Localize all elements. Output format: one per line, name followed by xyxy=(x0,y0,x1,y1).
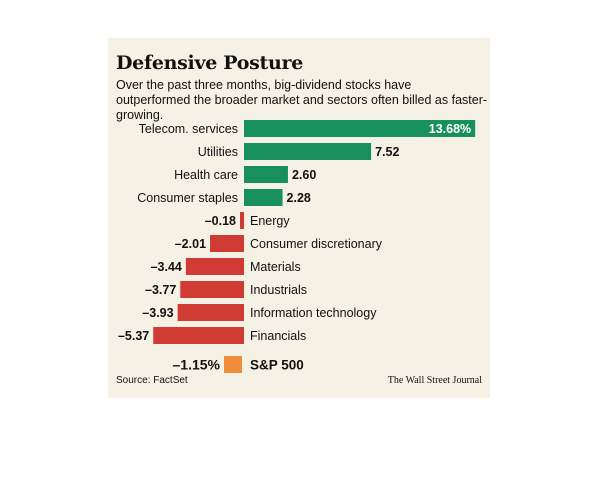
category-label: Industrials xyxy=(250,283,307,297)
bar-2 xyxy=(244,166,288,183)
category-label: Consumer discretionary xyxy=(250,237,383,251)
chart-title: Defensive Posture xyxy=(116,52,304,74)
bar-3 xyxy=(244,189,283,206)
bar-7 xyxy=(180,281,244,298)
publication-credit: The Wall Street Journal xyxy=(387,375,482,386)
value-label: –3.77 xyxy=(145,283,176,297)
source-note: Source: FactSet xyxy=(116,375,188,386)
bar-4 xyxy=(240,212,244,229)
bar-chart: Telecom. services 13.68% Utilities 7.52 Heal… xyxy=(118,120,476,373)
category-label: Utilities xyxy=(198,145,238,159)
chart-panel: Defensive Posture Over the past three mo… xyxy=(108,38,490,398)
category-label: Consumer staples xyxy=(137,191,238,205)
category-label: Telecom. services xyxy=(139,122,238,136)
bar-5 xyxy=(210,235,244,252)
category-label: Energy xyxy=(250,214,290,228)
bar-9 xyxy=(153,327,244,344)
value-label: –3.44 xyxy=(151,260,182,274)
bar-0 xyxy=(244,120,476,137)
category-label: Materials xyxy=(250,260,301,274)
category-label: Information technology xyxy=(250,306,377,320)
chart-subtitle: Over the past three months, big-dividend… xyxy=(116,78,488,122)
value-label: –3.93 xyxy=(142,306,173,320)
bar-6 xyxy=(185,258,244,275)
value-label: –5.37 xyxy=(118,329,149,343)
category-label: Financials xyxy=(250,329,306,343)
value-label: –2.01 xyxy=(175,237,206,251)
benchmark-value-label: –1.15% xyxy=(173,357,221,373)
value-label: –0.18 xyxy=(205,214,236,228)
value-label: 13.68% xyxy=(429,122,471,136)
category-label: Health care xyxy=(174,168,238,182)
value-label: 2.28 xyxy=(287,191,311,205)
value-label: 7.52 xyxy=(375,145,399,159)
benchmark-name-label: S&P 500 xyxy=(250,358,304,373)
bar-8 xyxy=(177,304,244,321)
bar-1 xyxy=(244,143,372,160)
value-label: 2.60 xyxy=(292,168,316,182)
benchmark-bar xyxy=(224,356,242,373)
